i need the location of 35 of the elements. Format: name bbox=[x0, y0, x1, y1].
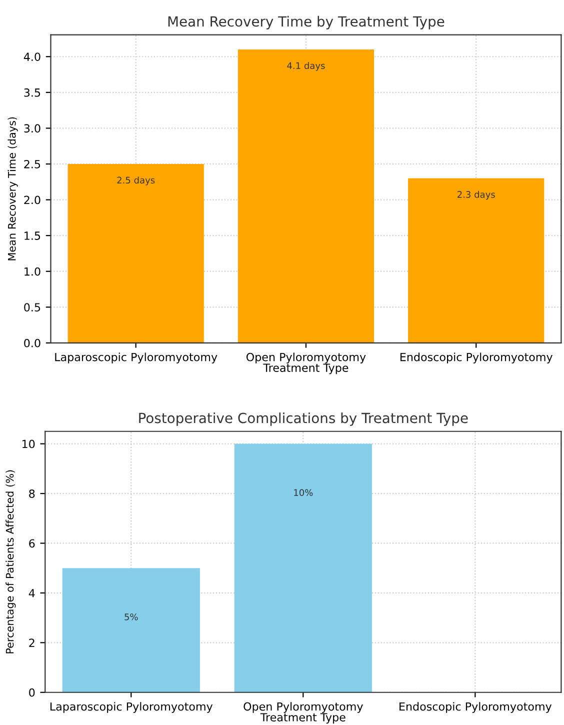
data-label: 4.1 days bbox=[287, 62, 325, 71]
bar bbox=[408, 178, 544, 343]
y-tick-label: 6 bbox=[29, 539, 35, 548]
y-tick-label: 1.5 bbox=[24, 232, 40, 240]
x-tick-label: Open Pyloromyotomy bbox=[246, 352, 366, 364]
x-tick-label: Endoscopic Pyloromyotomy bbox=[400, 702, 552, 713]
y-tick-label: 2.5 bbox=[24, 160, 40, 168]
y-tick-label: 2.0 bbox=[24, 196, 40, 204]
y-tick-label: 8 bbox=[29, 489, 35, 498]
y-tick-label: 2 bbox=[29, 638, 34, 647]
y-tick-label: 0.0 bbox=[24, 338, 40, 348]
y-tick-label: 0.5 bbox=[24, 303, 40, 312]
y-tick-label: 3.5 bbox=[24, 88, 40, 97]
x-tick-label: Laparoscopic Pyloromyotomy bbox=[55, 352, 218, 364]
y-tick-label: 3.0 bbox=[24, 124, 40, 133]
x-axis-title: Treatment Type bbox=[260, 713, 346, 724]
chart-title: Postoperative Complications by Treatment Type bbox=[139, 412, 468, 426]
x-tick-label: Endoscopic Pyloromyotomy bbox=[400, 352, 552, 364]
y-tick-label: 1.0 bbox=[24, 267, 40, 276]
data-label: 10% bbox=[294, 489, 313, 496]
y-tick-label: 4 bbox=[28, 589, 35, 598]
bar bbox=[238, 49, 374, 343]
x-axis-title: Treatment Type bbox=[263, 364, 348, 374]
x-tick-label: Open Pyloromyotomy bbox=[244, 702, 363, 713]
y-tick-label: 10 bbox=[22, 440, 35, 448]
y-axis-title: Percentage of Patients Affected (%) bbox=[6, 470, 16, 654]
y-tick-label: 0 bbox=[29, 688, 35, 697]
data-label: 2.5 days bbox=[117, 176, 155, 186]
x-tick-label: Laparoscopic Pyloromyotomy bbox=[50, 702, 213, 713]
y-axis-title: Mean Recovery Time (days) bbox=[8, 117, 18, 260]
bar bbox=[68, 164, 204, 343]
data-label: 2.3 days bbox=[458, 190, 495, 200]
chart-title: Mean Recovery Time by Treatment Type bbox=[168, 16, 444, 30]
data-label: 5% bbox=[124, 613, 138, 620]
y-tick-label: 4.0 bbox=[24, 52, 40, 62]
